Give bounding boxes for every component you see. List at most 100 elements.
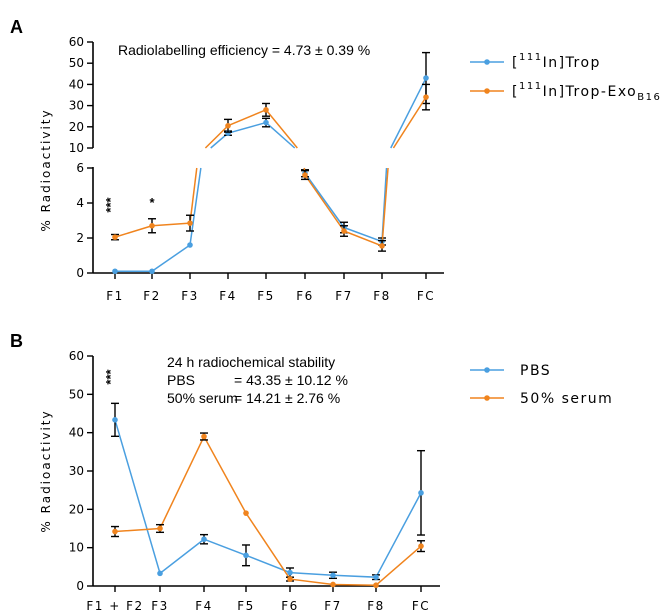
- y-tick-label: 60: [69, 349, 84, 363]
- data-point: [157, 525, 163, 532]
- legend-marker: [484, 59, 490, 65]
- series-line-segment: [151, 222, 191, 227]
- x-tick-label: F4: [195, 599, 213, 613]
- y-tick-label: 30: [69, 464, 84, 478]
- y-axis-label: % Radioactivity: [39, 409, 53, 532]
- series-line-segment: [304, 172, 345, 228]
- legend-label: [111In]Trop: [512, 52, 601, 71]
- data-point: [418, 490, 424, 496]
- data-point: [418, 543, 424, 549]
- x-tick-label: FC: [417, 289, 435, 303]
- y-tick-label: 20: [69, 120, 84, 134]
- data-point: [187, 220, 193, 226]
- significance-marker: ***: [103, 368, 118, 384]
- panel-b: B 0 10 20 30 40 50 60 F1 + F2 F3 F4 F5 F6 F7 F8 FC % Rad…: [10, 331, 613, 613]
- data-point: [157, 570, 163, 577]
- data-point: [187, 242, 193, 248]
- data-point: [201, 536, 207, 543]
- y-tick-label: 60: [69, 35, 84, 49]
- data-point: [112, 528, 118, 535]
- x-tick-label: F3: [181, 289, 199, 303]
- annotation-value: = 43.35 ± 10.12 %: [234, 372, 348, 388]
- legend-marker: [484, 367, 490, 373]
- data-point: [287, 569, 293, 576]
- x-tick-label: F6: [296, 289, 314, 303]
- series-line-segment: [204, 125, 229, 149]
- legend-label: 50% serum: [520, 391, 613, 407]
- annotation-label: 50% serum: [167, 390, 238, 406]
- legend: [111In]Trop [111In]Trop-ExoB16: [470, 52, 661, 103]
- x-tick-label: F8: [373, 289, 391, 303]
- annotation-value: = 14.21 ± 2.76 %: [234, 390, 340, 406]
- data-point: [225, 122, 231, 129]
- x-tick-label: F1: [106, 289, 124, 303]
- y-tick-label: 10: [69, 541, 84, 555]
- series-line-segment: [227, 121, 267, 134]
- series-line-segment: [265, 121, 296, 149]
- series-line-segment: [265, 109, 298, 149]
- data-point: [243, 552, 249, 559]
- data-point: [263, 119, 269, 126]
- data-point: [379, 243, 385, 249]
- y-tick-label: 2: [76, 231, 84, 245]
- data-point: [373, 582, 379, 589]
- y-tick-label: 40: [69, 77, 84, 91]
- data-point: [201, 433, 207, 440]
- panel-letter-a: A: [10, 17, 23, 37]
- x-tick-label: F8: [367, 599, 385, 613]
- data-point: [423, 94, 429, 100]
- data-point: [302, 172, 308, 178]
- x-tick-label: F2: [143, 289, 161, 303]
- y-tick-label: 6: [76, 161, 84, 175]
- series-line-segment: [189, 167, 198, 224]
- legend-label: [111In]Trop-ExoB16: [512, 81, 661, 103]
- x-tick-label: F1 + F2: [86, 599, 143, 613]
- series-line-segment: [304, 174, 345, 232]
- series-line: [114, 434, 422, 586]
- y-tick-label: 4: [76, 196, 84, 210]
- data-point: [243, 510, 249, 516]
- y-axis-label: % Radioactivity: [39, 108, 53, 231]
- series-line-segment: [381, 167, 389, 246]
- data-point: [330, 572, 336, 579]
- x-tick-label: F6: [281, 599, 299, 613]
- data-point: [112, 234, 118, 240]
- panel-a: A 10 20 30 40 50 60 0 2 4 6 F1 F2 F3 F4 F5 F6 F7 F8 FC % Rad…: [10, 17, 661, 303]
- series-line-segment: [189, 167, 202, 246]
- x-tick-label: F7: [335, 289, 353, 303]
- y-tick-label: 0: [76, 266, 84, 280]
- x-tick-label: F5: [237, 599, 255, 613]
- series-line-segment: [227, 109, 267, 127]
- annotation-label: PBS: [167, 372, 195, 388]
- data-point: [112, 268, 118, 275]
- series-line: [114, 419, 422, 578]
- series-line-segment: [343, 226, 383, 243]
- annotation-title: 24 h radiochemical stability: [167, 354, 335, 370]
- y-tick-label: 30: [69, 99, 84, 113]
- y-tick-label: 40: [69, 426, 84, 440]
- y-tick-label: 50: [69, 387, 84, 401]
- y-tick-label: 50: [69, 56, 84, 70]
- significance-marker: *: [149, 195, 155, 210]
- series-line-segment: [343, 230, 383, 247]
- data-point: [149, 268, 155, 275]
- series-line-segment: [390, 77, 427, 149]
- data-point: [341, 228, 347, 234]
- panel-letter-b: B: [10, 331, 23, 351]
- data-point: [287, 576, 293, 582]
- x-tick-label: F5: [257, 289, 275, 303]
- legend-marker: [484, 395, 490, 401]
- x-tick-label: F3: [151, 599, 169, 613]
- data-point: [423, 75, 429, 81]
- y-tick-label: 0: [76, 579, 84, 593]
- data-point: [330, 581, 336, 588]
- x-tick-label: F7: [324, 599, 342, 613]
- legend-marker: [484, 88, 490, 94]
- data-point: [263, 107, 269, 113]
- series-line-segment: [392, 96, 427, 149]
- y-tick-label: 10: [69, 141, 84, 155]
- data-point: [112, 417, 118, 423]
- data-point: [149, 222, 155, 229]
- series-line-segment: [114, 225, 153, 238]
